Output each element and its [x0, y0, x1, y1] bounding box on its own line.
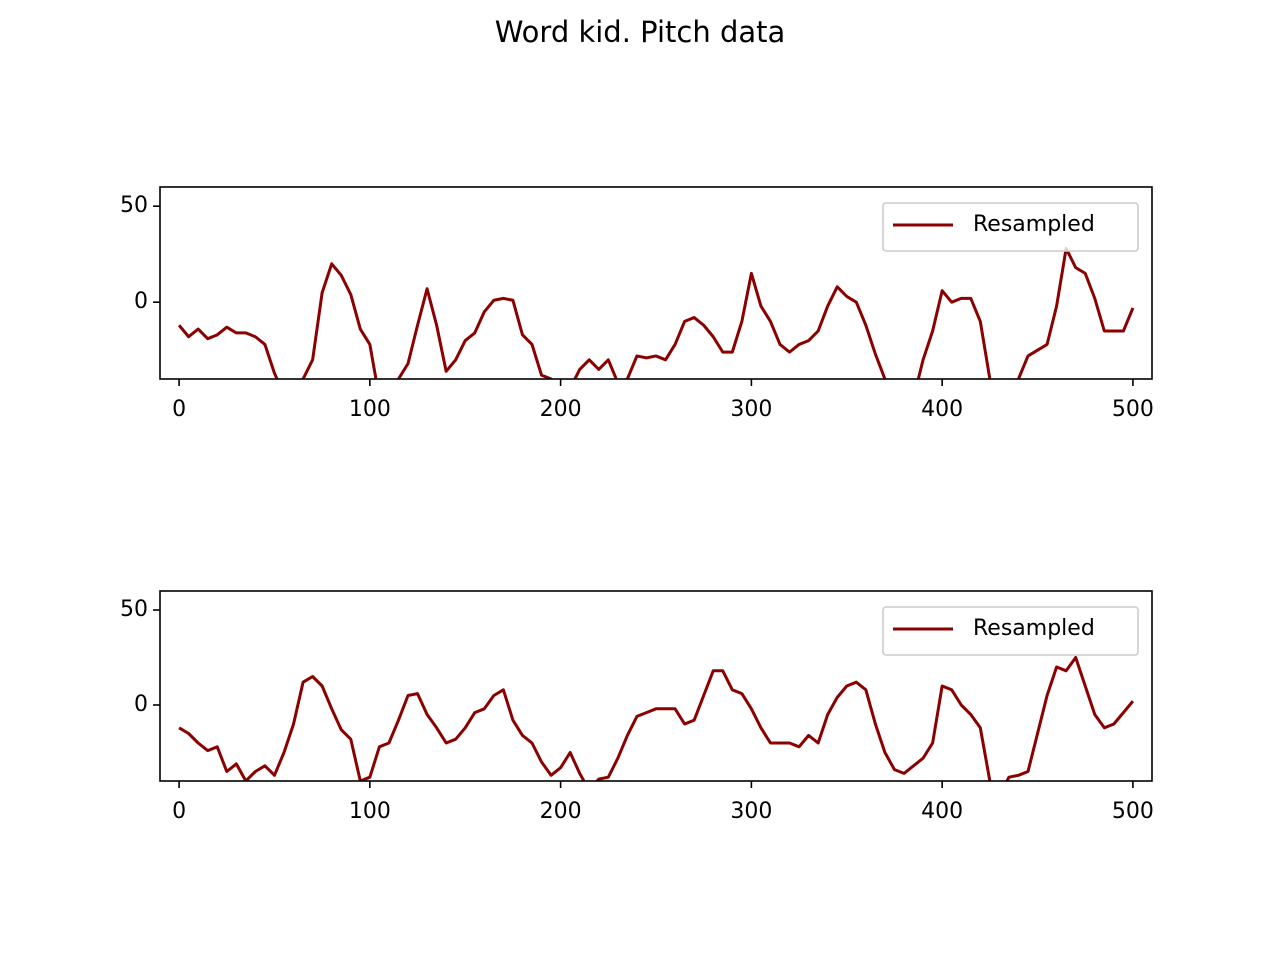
- x-tick-label: 500: [1112, 397, 1154, 422]
- x-tick-label: 200: [540, 397, 582, 422]
- x-tick-label: 400: [921, 799, 963, 824]
- legend-label: Resampled: [973, 616, 1095, 641]
- subplot: 0 100 200 300 400 500 0 50 Resampled: [120, 186, 1154, 422]
- x-tick-label: 100: [349, 799, 391, 824]
- x-tick-label: 500: [1112, 799, 1154, 824]
- y-tick-label: 0: [134, 692, 148, 717]
- figure-title: Word kid. Pitch data: [495, 15, 786, 49]
- y-tick-label: 50: [120, 193, 148, 218]
- data-line: [177, 246, 1135, 379]
- data-line: [178, 656, 1135, 781]
- x-tick-label: 100: [349, 397, 391, 422]
- axes-frame: [159, 186, 1153, 380]
- legend-box: [882, 202, 1139, 252]
- legend-box: [882, 606, 1139, 656]
- legend-label: Resampled: [973, 212, 1095, 237]
- y-tick-label: 0: [134, 289, 148, 314]
- subplot: 0 100 200 300 400 500 0 50 Resampled: [120, 590, 1154, 824]
- x-tick-label: 0: [172, 397, 186, 422]
- x-tick-label: 300: [730, 799, 772, 824]
- x-tick-label: 300: [730, 397, 772, 422]
- y-tick-label: 50: [120, 597, 148, 622]
- x-tick-label: 400: [921, 397, 963, 422]
- x-tick-label: 0: [172, 799, 186, 824]
- axes-frame: [159, 590, 1153, 782]
- x-tick-label: 200: [540, 799, 582, 824]
